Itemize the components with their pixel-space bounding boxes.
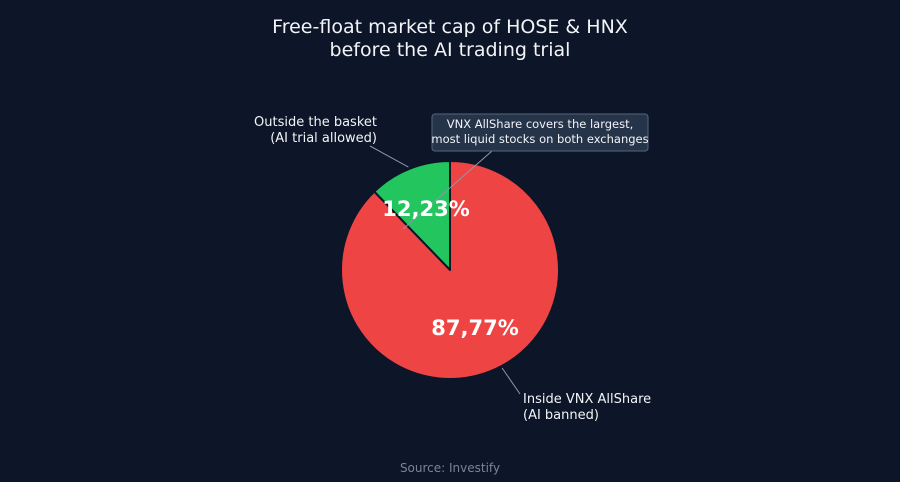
chart-title-line-1: Free-float market cap of HOSE & HNX [272,16,628,38]
slice-name-label-outside-basket-line-2: (AI trial allowed) [270,131,377,146]
annotation-box [431,113,649,152]
annotation-pointer-line [402,150,493,230]
pie-slice-outside-basket [373,160,451,271]
leader-line-outside-basket [369,145,409,168]
annotation-text-line-2: most liquid stocks on both exchanges [431,132,648,146]
slice-name-label-outside-basket-line-1: Outside the basket [254,115,377,130]
chart-title-line-2: before the AI trading trial [330,39,571,61]
source-note: Source: Investify [400,461,500,475]
slice-value-label-inside-vnx-allshare: 87,77% [431,316,518,340]
annotation-text-line-1: VNX AllShare covers the largest, [447,117,634,131]
pie-slice-inside-vnx-allshare [340,160,560,380]
slice-name-label-inside-vnx-allshare-line-2: (AI banned) [523,408,599,423]
leader-line-inside-vnx-allshare [501,367,521,395]
slice-name-label-inside-vnx-allshare-line-1: Inside VNX AllShare [523,392,651,407]
slice-value-label-outside-basket: 12,23% [382,197,469,221]
